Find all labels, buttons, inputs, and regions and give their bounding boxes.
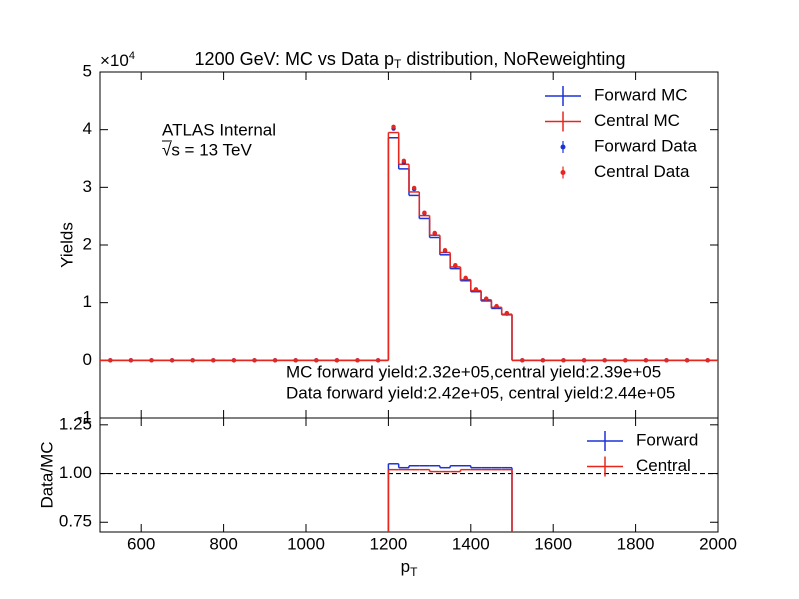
data-point [314,358,319,363]
data-point [422,210,427,215]
xlabel-main: p [401,557,410,576]
data-point [453,262,458,268]
data-point [664,358,669,363]
y-tick-label: 2 [83,234,92,253]
data-point [149,358,154,363]
data-point [211,358,216,363]
data-point [473,287,479,292]
y-tick-label: 5 [83,61,92,80]
data-point [128,358,134,363]
data-point [602,358,607,363]
data-point [272,358,278,363]
x-tick-label: 1000 [287,534,325,553]
data-point [411,185,417,191]
y-tick-label: 1.25 [59,414,92,433]
y-axis-label: Yields [57,222,76,268]
data-point [442,247,448,253]
legend-marker [560,144,566,150]
offset-exp: 4 [129,50,135,62]
x-tick-label: 1800 [617,534,655,553]
data-point [581,358,587,363]
data-point [231,358,237,363]
plot-frame [99,417,719,533]
y-tick-label: 4 [83,119,92,138]
data-point [643,358,649,363]
data-point [432,230,437,236]
data-point [561,358,566,363]
y-tick-label: 3 [83,177,92,196]
offset-base: ×10 [100,51,129,70]
annotation: Data forward yield:2.42e+05, central yie… [286,383,675,402]
data-point [391,124,396,129]
chart-title: 1200 GeV: MC vs Data pT distribution, No… [195,49,626,71]
y-tick-label: 1.00 [59,463,92,482]
data-point [293,358,298,363]
xlabel-sub: T [410,565,418,579]
data-point [705,358,710,363]
annotation: √s = 13 TeV [162,140,252,159]
data-point [684,358,690,363]
y-tick-label: 0 [83,350,92,369]
y-tick-label: -1 [77,407,92,426]
x-tick-label: 2000 [699,534,737,553]
data-point [375,358,381,363]
legend-label: Central MC [594,111,680,130]
x-axis-label: pT [401,557,418,579]
x-tick-label: 800 [209,534,237,553]
data-point [334,358,340,363]
x-tick-label: 1600 [534,534,572,553]
legend-label: Central Data [594,162,690,181]
x-tick-label: 600 [127,534,155,553]
data-point [401,158,407,164]
data-point [520,358,525,363]
y-tick-label: 0.75 [59,512,92,531]
annotation: ATLAS Internal [162,120,276,139]
annotation: MC forward yield:2.32e+05,central yield:… [286,362,661,381]
y-axis-label: Data/MC [37,441,56,508]
legend-marker [560,170,566,175]
y-tick-label: 1 [83,292,92,311]
data-point [252,358,257,363]
data-point [355,358,360,363]
data-point [190,358,195,363]
legend-label: Forward MC [594,85,688,104]
legend-label: Forward Data [594,136,698,155]
title-sub: T [394,57,402,71]
x-tick-label: 1400 [452,534,490,553]
legend-label: Forward [636,430,698,449]
legend-label: Central [636,456,691,475]
data-point [540,358,546,363]
data-point [463,275,468,281]
title-main: 1200 GeV: MC vs Data p [195,49,394,69]
title-rest: distribution, NoReweighting [401,49,625,69]
data-point [623,358,628,363]
data-point [494,303,499,309]
data-point [504,310,510,316]
data-point [169,358,175,363]
data-point [484,296,489,301]
data-point [108,358,113,363]
x-tick-label: 1200 [369,534,407,553]
y-offset-label: ×104 [100,50,135,71]
